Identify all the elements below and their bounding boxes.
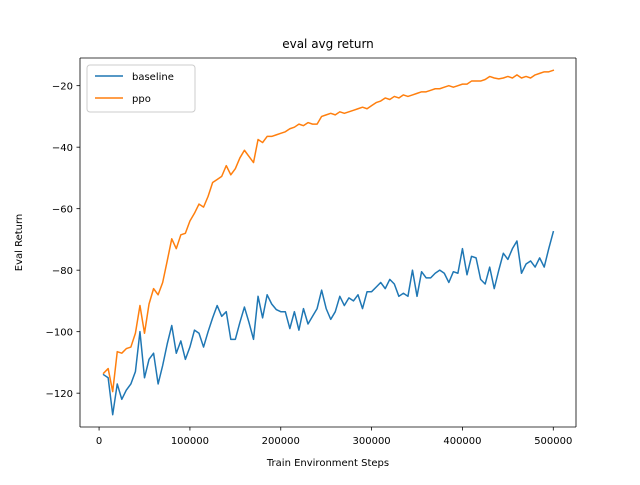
x-tick-label: 200000 bbox=[262, 436, 300, 447]
legend: baseline ppo bbox=[86, 64, 196, 113]
y-tick-label: −100 bbox=[46, 327, 73, 338]
legend-label-baseline: baseline bbox=[132, 72, 174, 83]
axes-frame bbox=[79, 57, 577, 428]
y-axis-ticks: −120 −100 −80 −60 −40 −20 bbox=[46, 81, 80, 400]
legend-label-ppo: ppo bbox=[132, 94, 151, 105]
y-tick-label: −80 bbox=[52, 266, 73, 277]
x-axis-label: Train Environment Steps bbox=[266, 458, 389, 469]
series-line-baseline bbox=[102, 230, 555, 416]
x-tick-label: 500000 bbox=[534, 436, 572, 447]
y-tick-label: −60 bbox=[52, 204, 73, 215]
x-tick-label: 100000 bbox=[171, 436, 209, 447]
y-tick-label: −120 bbox=[46, 389, 73, 400]
x-tick-label: 300000 bbox=[353, 436, 391, 447]
y-tick-label: −20 bbox=[52, 81, 73, 92]
y-axis-label: Eval Return bbox=[14, 214, 25, 272]
chart-title: eval avg return bbox=[282, 37, 374, 51]
series-layer bbox=[102, 69, 555, 416]
series-line-ppo bbox=[102, 69, 555, 393]
x-axis-ticks: 0 100000 200000 300000 400000 500000 bbox=[96, 427, 572, 447]
x-tick-label: 0 bbox=[96, 436, 102, 447]
x-tick-label: 400000 bbox=[443, 436, 481, 447]
plot-area bbox=[80, 58, 576, 427]
y-tick-label: −40 bbox=[52, 143, 73, 154]
